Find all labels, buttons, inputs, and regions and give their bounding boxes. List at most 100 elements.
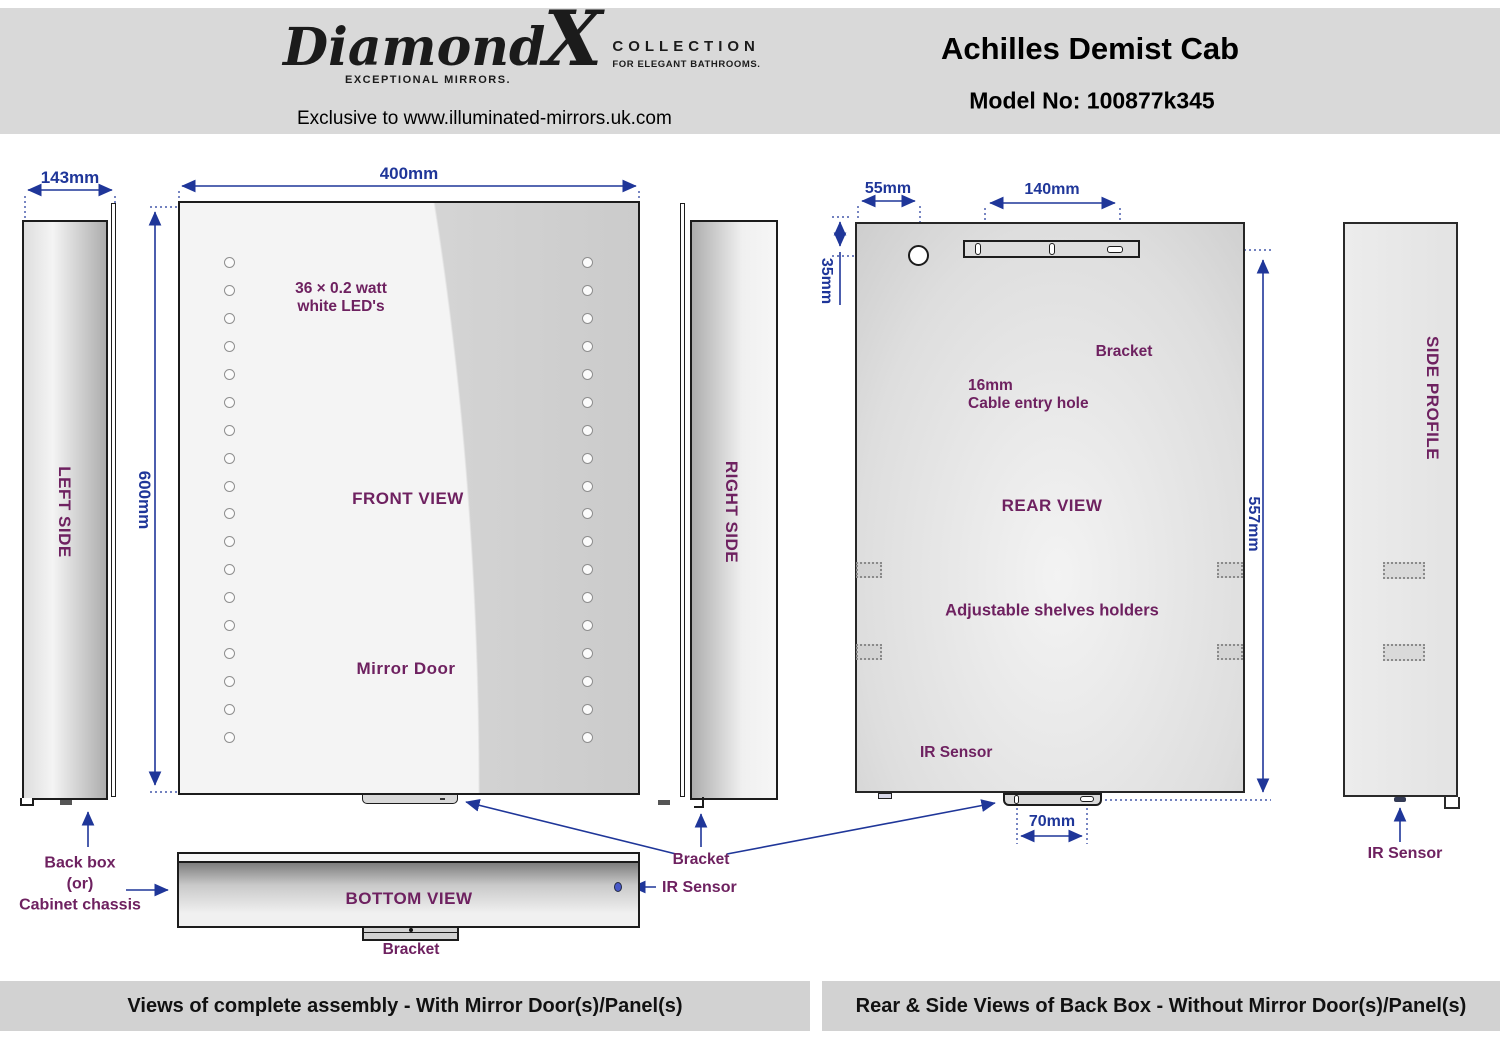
left-side-label: LEFT SIDE <box>55 466 74 558</box>
led-note-line2: white LED's <box>297 298 385 315</box>
led-dot <box>582 564 593 576</box>
shelf-holder-mark <box>1217 644 1243 660</box>
cable-hole-note-line2: Cable entry hole <box>968 395 1089 412</box>
logo-x-glyph: X <box>543 0 603 83</box>
shelf-holder-mark <box>856 644 882 660</box>
dimension-arrow-lines <box>27 179 1270 843</box>
rear-view-label: REAR VIEW <box>1001 496 1103 515</box>
dim-557-text: 557mm <box>1245 496 1262 552</box>
right-side-door-edge <box>680 203 685 797</box>
rear-ir-sensor-label: IR Sensor <box>920 744 993 761</box>
right-side-foot <box>658 800 670 805</box>
led-dot <box>582 536 593 548</box>
bottom-bracket-label: Bracket <box>382 941 440 958</box>
rear-bottom-bracket <box>1003 793 1102 806</box>
logo-wordmark: DiamondX <box>283 1 602 77</box>
led-dot <box>582 620 593 632</box>
led-dot <box>582 704 593 715</box>
led-dot <box>224 424 235 436</box>
bottom-bracket-plate <box>362 926 459 941</box>
bracket-slot-horizontal <box>1107 246 1123 253</box>
logo-right-block: COLLECTION FOR ELEGANT BATHROOMS. <box>612 38 760 86</box>
front-bottom-bracket-pin <box>440 798 445 800</box>
led-dot <box>582 731 593 743</box>
bracket-slot-vertical <box>975 243 981 255</box>
logo-exclusive-line: Exclusive to www.illuminated-mirrors.uk.… <box>297 108 672 129</box>
side-ir-sensor-label: IR Sensor <box>1367 845 1443 862</box>
led-dot <box>224 340 235 352</box>
side-ir-sensor-mark <box>1394 797 1406 802</box>
side-shelf-holder-mark <box>1383 562 1425 579</box>
rear-ir-sensor-mark <box>878 793 892 799</box>
right-side-label: RIGHT SIDE <box>722 460 741 564</box>
shelf-holder-mark <box>856 562 882 578</box>
dim-55-text: 55mm <box>864 180 912 197</box>
dim-35-text: 35mm <box>818 257 835 305</box>
logo-tagline-left: EXCEPTIONAL MIRRORS. <box>345 74 512 87</box>
left-side-bottom-step <box>20 798 34 806</box>
side-profile-label: SIDE PROFILE <box>1423 335 1442 461</box>
side-shelf-holder-mark <box>1383 644 1425 661</box>
bracket-slot-vertical <box>1014 795 1019 804</box>
bottom-bracket-pin <box>409 928 413 932</box>
caption-left-bar: Views of complete assembly - With Mirror… <box>0 981 810 1031</box>
led-dot <box>582 480 593 492</box>
back-box-note-line1: Back box <box>44 854 116 872</box>
front-view-label: FRONT VIEW <box>352 489 464 508</box>
led-column-right <box>582 257 593 743</box>
leader-bracket-to-front <box>465 799 677 855</box>
front-view-panel <box>178 201 640 795</box>
header-band <box>0 8 1500 134</box>
led-dot <box>224 676 235 688</box>
caption-right-bar: Rear & Side Views of Back Box - Without … <box>822 981 1500 1031</box>
led-dot <box>224 620 235 632</box>
bottom-bracket-plate-line <box>364 932 457 933</box>
left-side-panel <box>22 220 108 800</box>
led-dot <box>224 731 235 743</box>
dim-600-text: 600mm <box>135 470 154 530</box>
left-side-door-edge <box>111 203 116 797</box>
led-dot <box>224 368 235 380</box>
back-box-note: Back box (or) Cabinet chassis <box>19 853 141 916</box>
bottom-view-body <box>179 863 638 926</box>
shelf-holder-mark <box>1217 562 1243 578</box>
right-side-bracket-hook <box>694 797 704 808</box>
cable-entry-hole <box>908 245 929 266</box>
left-side-foot <box>60 800 72 805</box>
led-dot <box>582 284 593 296</box>
dim-400-text: 400mm <box>379 164 439 183</box>
page-title: Achilles Demist Cab <box>940 31 1240 66</box>
led-column-left <box>224 257 235 743</box>
led-dot <box>224 284 235 296</box>
logo-script-text: Diamond <box>283 17 546 78</box>
led-dot <box>224 396 235 408</box>
led-dot <box>582 648 593 660</box>
caption-right-text: Rear & Side Views of Back Box - Without … <box>855 994 1467 1017</box>
brand-logo: DiamondX EXCEPTIONAL MIRRORS. COLLECTION… <box>283 1 761 87</box>
shelves-holders-label: Adjustable shelves holders <box>945 601 1159 620</box>
led-dot <box>582 452 593 464</box>
led-dot <box>582 396 593 408</box>
mirror-door-label: Mirror Door <box>356 659 456 678</box>
led-dot <box>224 648 235 660</box>
caption-left-text: Views of complete assembly - With Mirror… <box>127 994 683 1017</box>
shared-bracket-label: Bracket <box>672 851 730 868</box>
model-number: Model No: 100877k345 <box>969 87 1215 114</box>
leader-bracket-to-rear <box>726 799 996 855</box>
led-dot <box>582 508 593 520</box>
led-dot <box>224 536 235 548</box>
led-dot <box>224 704 235 715</box>
led-dot <box>582 368 593 380</box>
bottom-view-front-strip <box>179 854 638 863</box>
dim-143-text: 143mm <box>40 168 100 187</box>
led-note-line1: 36 × 0.2 watt <box>295 280 387 297</box>
led-dot <box>224 592 235 604</box>
led-dot <box>224 312 235 324</box>
bottom-ir-sensor-dot <box>614 882 622 892</box>
led-dot <box>582 676 593 688</box>
led-dot <box>224 564 235 576</box>
bracket-slot-vertical <box>1049 243 1055 255</box>
logo-tagline-right: FOR ELEGANT BATHROOMS. <box>612 59 761 71</box>
cable-hole-note: 16mm Cable entry hole <box>968 377 1089 413</box>
